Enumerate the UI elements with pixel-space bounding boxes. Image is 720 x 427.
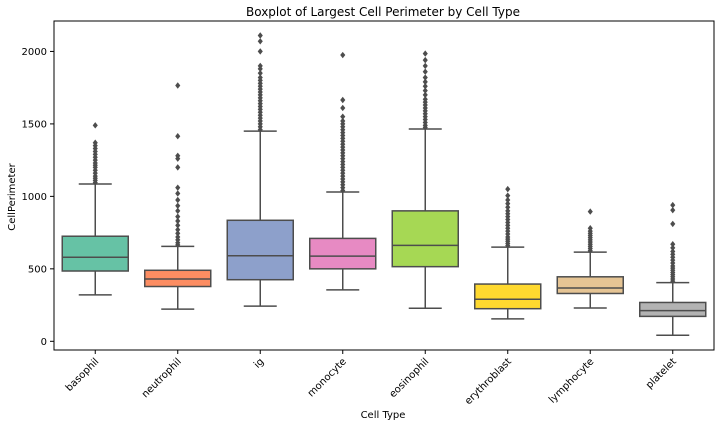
outlier-neutrophil <box>175 82 181 89</box>
outlier-neutrophil <box>175 213 181 220</box>
x-tick-label-monocyte: monocyte <box>306 356 349 399</box>
outlier-platelet <box>670 240 676 248</box>
outlier-platelet <box>670 206 676 214</box>
outlier-erythroblast <box>505 192 511 199</box>
outlier-monocyte <box>340 104 346 112</box>
outlier-eosinophil <box>422 74 428 81</box>
y-tick-label: 2000 <box>22 47 47 58</box>
x-tick-label-lymphocyte: lymphocyte <box>547 356 596 405</box>
outlier-ig <box>257 74 263 81</box>
chart-title: Boxplot of Largest Cell Perimeter by Cel… <box>246 5 520 19</box>
box-eosinophil <box>391 210 459 268</box>
outlier-eosinophil <box>422 62 428 70</box>
outlier-erythroblast <box>505 200 511 207</box>
outlier-monocyte <box>340 117 346 125</box>
outlier-neutrophil <box>175 207 181 215</box>
box-platelet <box>639 301 707 318</box>
outlier-neutrophil <box>175 222 181 229</box>
outlier-eosinophil <box>422 87 428 94</box>
x-tick-label-erythroblast: erythroblast <box>463 356 514 407</box>
plot-frame <box>53 20 715 351</box>
x-tick-label-eosinophil: eosinophil <box>388 356 432 400</box>
outlier-eosinophil <box>422 68 428 75</box>
outlier-neutrophil <box>175 233 181 241</box>
outlier-neutrophil <box>175 217 181 225</box>
outlier-basophil <box>92 139 98 146</box>
outlier-monocyte <box>340 51 346 59</box>
outlier-eosinophil <box>422 50 428 57</box>
outlier-platelet <box>670 201 676 209</box>
y-tick-label: 1500 <box>22 119 47 130</box>
outlier-platelet <box>670 220 676 228</box>
x-tick-label-platelet: platelet <box>644 356 679 391</box>
outlier-neutrophil <box>175 226 181 233</box>
outlier-eosinophil <box>422 96 428 103</box>
outlier-erythroblast <box>505 207 511 215</box>
outlier-neutrophil <box>175 230 181 237</box>
box-erythroblast <box>474 283 542 310</box>
y-tick-label: 500 <box>28 264 47 275</box>
outlier-monocyte <box>340 96 346 104</box>
outlier-erythroblast <box>505 185 511 193</box>
y-tick-label: 0 <box>41 337 47 348</box>
outlier-ig <box>257 69 263 77</box>
x-tick-label-neutrophil: neutrophil <box>140 356 184 400</box>
outlier-neutrophil <box>175 152 181 159</box>
box-ig <box>226 219 294 281</box>
box-monocyte <box>309 237 377 270</box>
plot-area: 0 500 1000 1500 2000 basophil neutrophil ig mono… <box>22 32 707 407</box>
x-tick-label-ig: ig <box>252 356 266 370</box>
outlier-neutrophil <box>175 196 181 204</box>
outlier-basophil <box>92 122 98 129</box>
y-axis-label: CellPerimeter <box>7 162 18 230</box>
y-tick-label: 1000 <box>22 192 47 203</box>
outlier-neutrophil <box>175 202 181 209</box>
outlier-ig <box>257 32 263 39</box>
outlier-monocyte <box>340 113 346 120</box>
outlier-lymphocyte <box>587 225 593 232</box>
outlier-neutrophil <box>175 164 181 171</box>
outlier-erythroblast <box>505 196 511 204</box>
box-basophil <box>61 235 129 272</box>
outlier-lymphocyte <box>587 208 593 215</box>
outlier-eosinophil <box>422 91 428 99</box>
outlier-platelet <box>670 244 676 252</box>
outlier-eosinophil <box>422 83 428 90</box>
outlier-ig <box>257 48 263 55</box>
box-lymphocyte <box>556 276 624 295</box>
x-tick-label-basophil: basophil <box>64 356 102 394</box>
outlier-platelet <box>670 248 676 255</box>
outlier-eosinophil <box>422 56 428 64</box>
outlier-ig <box>257 62 263 70</box>
outlier-neutrophil <box>175 190 181 197</box>
x-axis-label: Cell Type <box>361 410 406 421</box>
outlier-neutrophil <box>175 184 181 191</box>
outlier-ig <box>257 38 263 45</box>
outlier-eosinophil <box>422 78 428 86</box>
outlier-erythroblast <box>505 204 511 211</box>
outlier-neutrophil <box>175 133 181 140</box>
